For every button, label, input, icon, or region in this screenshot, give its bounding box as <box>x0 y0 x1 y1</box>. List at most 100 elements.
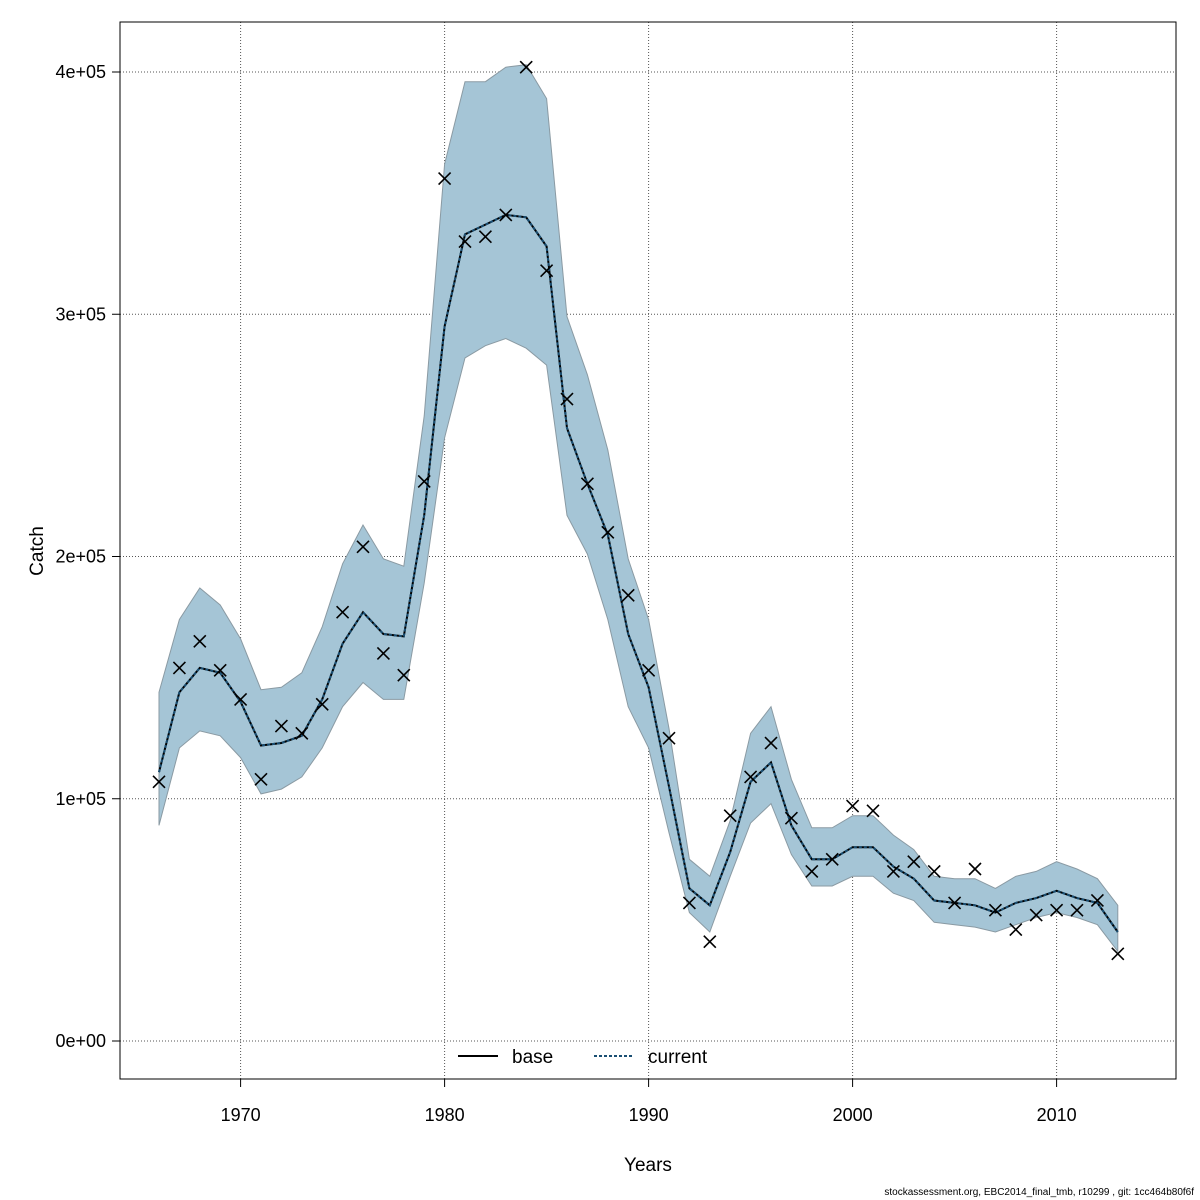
marker-stroke <box>560 392 574 406</box>
marker-stroke <box>948 896 962 910</box>
grid <box>120 22 1176 1079</box>
marker-stroke <box>846 799 860 813</box>
marker-stroke <box>642 663 656 677</box>
marker-stroke <box>315 697 329 711</box>
marker-stroke <box>295 726 309 740</box>
x-tick-label: 2010 <box>1037 1105 1077 1125</box>
observation-marker <box>723 809 737 823</box>
footer-caption: stockassessment.org, EBC2014_final_tmb, … <box>884 1187 1194 1198</box>
marker-stroke <box>254 772 268 786</box>
observation-marker <box>213 663 227 677</box>
observation-marker <box>744 770 758 784</box>
marker-stroke <box>907 855 921 869</box>
observation-marker <box>805 864 819 878</box>
marker-stroke <box>744 770 758 784</box>
x-tick-label: 1980 <box>425 1105 465 1125</box>
legend-label-current: current <box>648 1047 708 1068</box>
marker-stroke <box>784 811 798 825</box>
observation-marker <box>397 668 411 682</box>
y-axis: 0e+00 1e+05 2e+05 3e+05 4e+05 <box>55 62 120 1051</box>
observation-marker <box>1009 922 1023 937</box>
observation-marker <box>1050 903 1064 917</box>
observation-marker <box>662 731 676 745</box>
marker-stroke <box>1050 903 1064 917</box>
observation-marker <box>458 235 472 249</box>
observation-marker <box>580 477 594 491</box>
marker-stroke <box>152 775 166 789</box>
observation-marker <box>1029 908 1043 922</box>
marker-stroke <box>336 605 350 619</box>
marker-stroke <box>805 864 819 878</box>
marker-stroke <box>193 634 207 648</box>
marker-stroke <box>927 864 941 878</box>
x-axis: 1970 1980 1990 2000 2010 <box>221 1079 1077 1125</box>
marker-stroke <box>886 864 900 878</box>
observation-marker <box>274 719 288 733</box>
marker-stroke <box>1070 903 1084 917</box>
marker-stroke <box>274 719 288 733</box>
legend: base current <box>458 1047 708 1068</box>
observation-marker <box>764 736 778 750</box>
y-axis-title: Catch <box>27 526 48 576</box>
marker-stroke <box>519 60 533 74</box>
observation-marker <box>907 855 921 869</box>
observation-marker <box>642 663 656 677</box>
observation-marker <box>295 726 309 740</box>
observation-marker <box>336 605 350 619</box>
x-tick-label: 1990 <box>629 1105 669 1125</box>
marker-stroke <box>682 896 696 910</box>
marker-stroke <box>540 264 554 278</box>
marker-stroke <box>968 862 982 876</box>
legend-label-base: base <box>512 1047 553 1068</box>
marker-stroke <box>1090 893 1104 908</box>
marker-stroke <box>397 668 411 682</box>
observation-marker <box>356 540 370 554</box>
x-tick-label: 1970 <box>221 1105 261 1125</box>
series-lines <box>158 213 1119 933</box>
observation-marker <box>540 264 554 278</box>
observation-marker <box>846 799 860 813</box>
observation-marker <box>438 172 452 186</box>
y-tick-label: 2e+05 <box>55 547 106 567</box>
observation-marker <box>601 525 615 539</box>
observation-points <box>152 60 1125 961</box>
observation-marker <box>234 692 248 706</box>
y-tick-label: 0e+00 <box>55 1031 106 1051</box>
marker-stroke <box>723 809 737 823</box>
marker-stroke <box>580 477 594 491</box>
marker-stroke <box>172 661 186 675</box>
observation-marker <box>499 208 513 222</box>
observation-marker <box>1111 947 1125 961</box>
marker-stroke <box>825 852 839 866</box>
marker-stroke <box>213 663 227 677</box>
observation-marker <box>172 661 186 675</box>
observation-marker <box>1090 893 1104 908</box>
observation-marker <box>784 811 798 825</box>
marker-stroke <box>1029 908 1043 922</box>
marker-stroke <box>499 208 513 222</box>
marker-stroke <box>458 235 472 249</box>
marker-stroke <box>478 230 492 244</box>
marker-stroke <box>662 731 676 745</box>
marker-stroke <box>703 935 717 949</box>
observation-marker <box>825 852 839 866</box>
observation-marker <box>254 772 268 786</box>
marker-stroke <box>356 540 370 554</box>
observation-marker <box>376 646 390 660</box>
marker-stroke <box>866 804 880 818</box>
x-tick-label: 2000 <box>833 1105 873 1125</box>
marker-stroke <box>376 646 390 660</box>
observation-marker <box>927 864 941 878</box>
confidence-band <box>158 64 1119 953</box>
marker-stroke <box>764 736 778 750</box>
marker-stroke <box>438 172 452 186</box>
series-line-current <box>158 213 1119 933</box>
observation-marker <box>560 392 574 406</box>
marker-stroke <box>621 588 635 602</box>
marker-stroke <box>988 903 1002 917</box>
series-line-base <box>158 213 1119 933</box>
observation-marker <box>519 60 533 74</box>
observation-marker <box>193 634 207 648</box>
marker-stroke <box>417 474 431 488</box>
observation-marker <box>988 903 1002 917</box>
